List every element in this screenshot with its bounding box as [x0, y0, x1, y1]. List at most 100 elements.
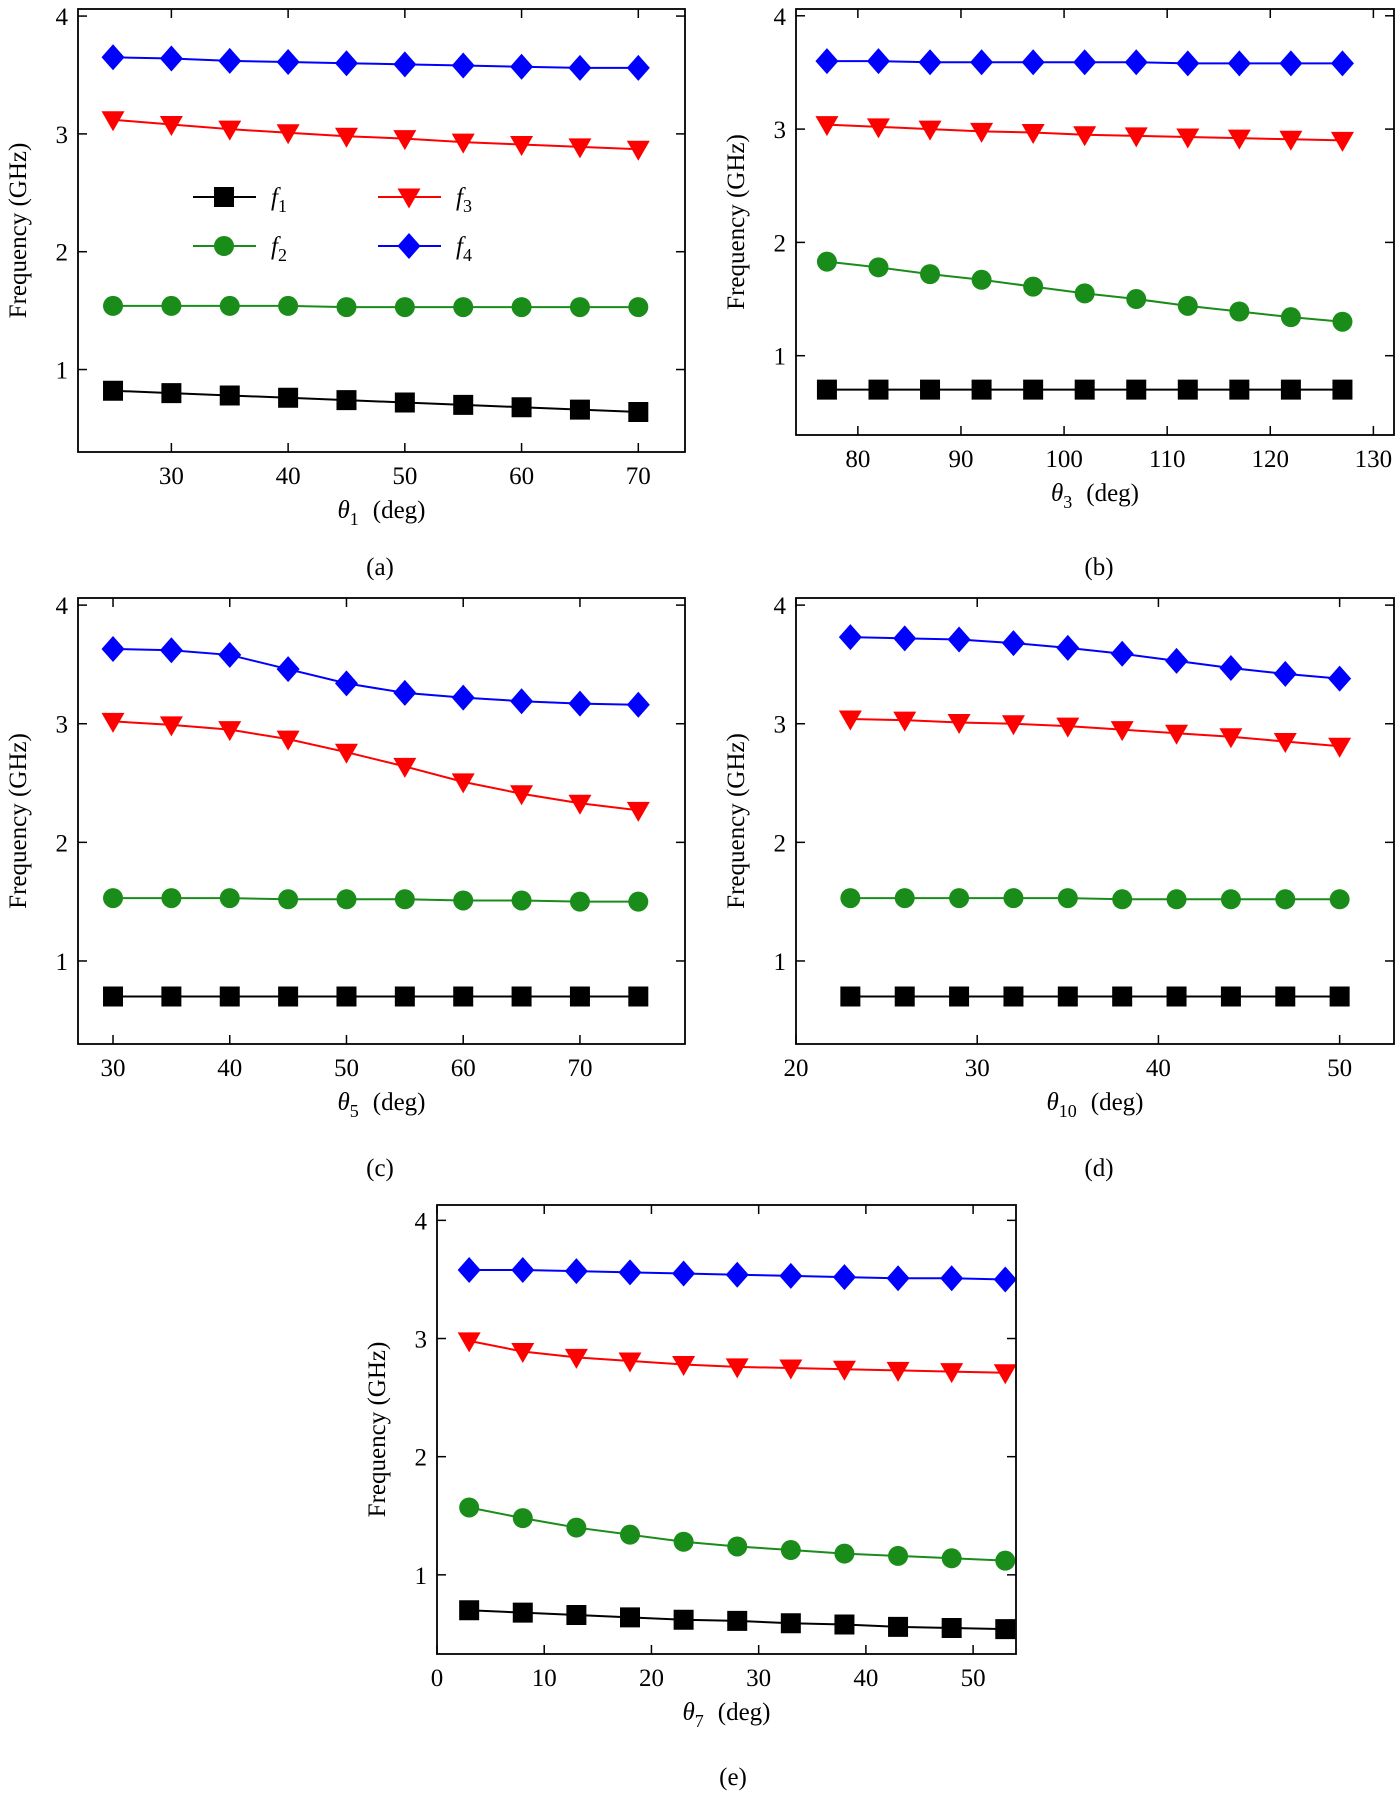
- marker: [218, 120, 242, 141]
- x-tick-label: 50: [1327, 1055, 1352, 1082]
- marker: [568, 690, 592, 717]
- marker: [971, 269, 992, 290]
- marker: [918, 120, 942, 141]
- series-line: [850, 897, 1340, 901]
- panel-caption: (c): [366, 1155, 394, 1182]
- legend-label: f4: [456, 233, 472, 265]
- marker: [1328, 737, 1352, 758]
- marker: [886, 1265, 910, 1292]
- x-tick-label: 60: [509, 463, 534, 490]
- marker: [218, 721, 242, 742]
- y-tick-label: 4: [774, 593, 787, 620]
- marker: [1001, 715, 1025, 736]
- x-axis-label: θ3 (deg): [1051, 480, 1139, 512]
- panel-caption: (d): [1084, 1155, 1113, 1182]
- marker: [569, 399, 590, 420]
- x-label-subscript: 7: [695, 1711, 704, 1731]
- marker: [1279, 50, 1303, 77]
- x-label-unit: (deg): [373, 497, 426, 524]
- marker: [334, 670, 358, 697]
- marker: [459, 1600, 480, 1621]
- marker: [336, 889, 357, 910]
- marker: [569, 891, 590, 912]
- legend-marker: [214, 236, 234, 256]
- marker: [1003, 888, 1024, 909]
- series-line: [112, 648, 639, 706]
- marker: [1177, 379, 1198, 400]
- marker: [888, 1545, 909, 1566]
- marker: [995, 1619, 1016, 1640]
- marker: [727, 1536, 748, 1557]
- marker: [564, 1258, 588, 1285]
- marker: [1332, 379, 1353, 400]
- marker: [278, 387, 299, 408]
- marker: [1227, 50, 1251, 77]
- marker: [947, 714, 971, 735]
- marker: [673, 1531, 694, 1552]
- marker: [511, 986, 532, 1007]
- x-tick-label: 100: [1045, 446, 1083, 473]
- legend-label: f1: [271, 184, 287, 216]
- marker: [940, 1265, 964, 1292]
- y-tick-label: 1: [415, 1563, 428, 1590]
- marker: [278, 986, 299, 1007]
- legend-label: f3: [456, 184, 472, 216]
- marker: [101, 636, 125, 663]
- marker: [276, 730, 300, 751]
- marker: [276, 124, 300, 145]
- marker: [568, 794, 592, 815]
- marker: [970, 122, 994, 143]
- x-label-symbol: θ: [337, 1089, 349, 1116]
- marker: [103, 380, 124, 401]
- marker: [334, 127, 358, 148]
- x-tick-label: 0: [431, 1665, 444, 1692]
- marker: [1166, 889, 1187, 910]
- x-axis-label: θ10 (deg): [1046, 1089, 1143, 1121]
- y-tick-label: 1: [56, 358, 69, 385]
- x-tick-label: 20: [784, 1055, 809, 1082]
- marker: [1021, 49, 1045, 76]
- x-label-unit: (deg): [373, 1089, 426, 1116]
- y-tick-label: 4: [774, 4, 787, 31]
- marker: [1220, 986, 1241, 1007]
- x-tick-label: 40: [853, 1665, 878, 1692]
- marker: [620, 1524, 640, 1545]
- x-label-subscript: 1: [350, 509, 359, 529]
- marker: [334, 50, 358, 77]
- marker: [970, 49, 994, 76]
- x-tick-label: 20: [639, 1665, 664, 1692]
- marker: [1056, 634, 1080, 661]
- marker: [673, 1609, 694, 1630]
- marker: [568, 54, 592, 81]
- legend-marker: [214, 187, 234, 207]
- marker: [569, 986, 590, 1007]
- marker: [920, 379, 941, 400]
- marker: [219, 295, 240, 316]
- marker: [816, 251, 837, 272]
- marker: [727, 1610, 748, 1631]
- marker: [103, 295, 124, 316]
- marker: [1329, 986, 1350, 1007]
- marker: [1220, 889, 1241, 910]
- panel-caption: (a): [366, 554, 394, 581]
- x-tick-label: 70: [626, 463, 651, 490]
- marker: [511, 1256, 535, 1283]
- marker: [161, 295, 182, 316]
- marker: [334, 743, 358, 764]
- marker: [218, 641, 242, 668]
- marker: [512, 1508, 533, 1529]
- x-label-subscript: 3: [1063, 492, 1072, 512]
- marker: [1329, 889, 1350, 910]
- y-tick-label: 3: [56, 122, 69, 149]
- marker: [1021, 123, 1045, 144]
- y-tick-label: 2: [774, 830, 787, 857]
- marker: [1126, 379, 1147, 400]
- legend-label: f2: [271, 233, 287, 265]
- marker: [218, 47, 242, 74]
- marker: [894, 986, 915, 1007]
- y-tick-label: 1: [56, 949, 69, 976]
- x-tick-label: 130: [1355, 446, 1393, 473]
- marker: [1275, 986, 1296, 1007]
- marker: [672, 1260, 696, 1287]
- marker: [336, 297, 357, 318]
